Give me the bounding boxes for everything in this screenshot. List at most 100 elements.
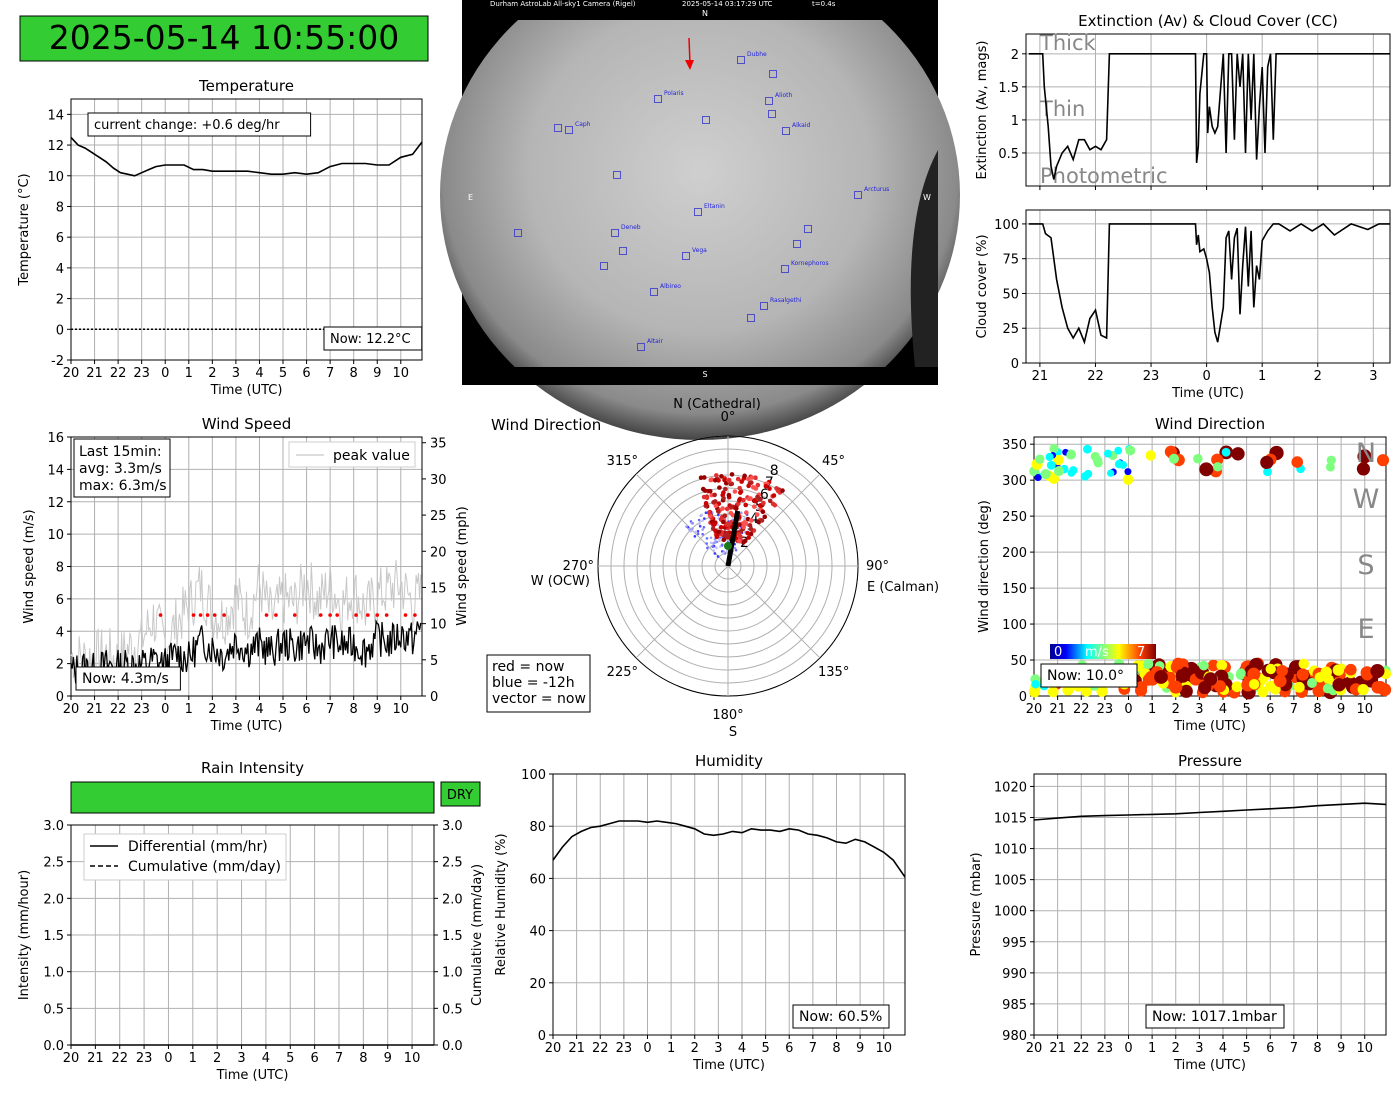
wind-now-label: Now: 4.3m/s: [82, 671, 169, 687]
wind-point: [748, 518, 754, 523]
wind-point: [709, 536, 713, 540]
wind-point: [704, 511, 708, 515]
y-tick-label: 0: [56, 323, 64, 338]
wind-point: [762, 514, 768, 520]
y-axis-label: Wind speed (m/s): [22, 509, 37, 623]
star-marker: [619, 247, 627, 255]
wind-point: [746, 476, 751, 482]
x-tick-label: 8: [832, 1041, 840, 1056]
allsky-cardinal-w: W: [923, 193, 931, 202]
wind-dir-point: [1263, 467, 1272, 477]
wind-point: [742, 473, 747, 479]
wind-point: [759, 518, 765, 523]
wind-dir-point: [1046, 460, 1056, 470]
wind-dir-point: [1193, 453, 1203, 464]
x-tick-label: 0: [643, 1041, 651, 1056]
wind-point: [714, 534, 720, 540]
star-marker: [804, 225, 812, 233]
wind-point: [711, 500, 716, 505]
y-axis-label: Extinction (Av, mags): [975, 41, 990, 180]
x-tick-label: 10: [393, 702, 410, 717]
star-markers: Dubhe Polaris Alioth Alkaid Caph Arcturus Elta…: [514, 51, 889, 351]
wind-dir-point: [1080, 472, 1090, 481]
x-axis-label: Time (UTC): [1171, 386, 1244, 401]
wind-dir-point: [1179, 684, 1193, 698]
gust-marker: [205, 613, 210, 617]
x-tick-label: 1: [1148, 702, 1156, 717]
wind-dir-point: [1145, 450, 1156, 461]
colorbar-max: 7: [1137, 645, 1145, 660]
wind-stats-box: [73, 438, 171, 498]
winddir_time-panel: 20 21 22 23 0 1 2 3 4 5 6 7 8 9 1005010015020025030035…: [977, 415, 1392, 734]
y-right-tick-label: 20: [430, 545, 447, 560]
x-tick-label: 2: [1314, 369, 1322, 384]
x-tick-label: 6: [302, 366, 310, 381]
wind-point: [702, 517, 706, 520]
wind-point: [712, 521, 717, 527]
y-axis-label: Pressure (mbar): [969, 852, 984, 956]
plot-frame: [552, 773, 906, 1036]
y-tick-label: 0.5: [43, 1002, 64, 1017]
angle-label: 0°: [721, 410, 736, 425]
y-right-tick-label: 5: [430, 654, 438, 669]
wind-point: [721, 537, 727, 543]
wind-point: [729, 472, 735, 477]
wind-dir-point: [1040, 468, 1051, 480]
x-tick-label: 2: [1172, 1041, 1180, 1056]
y-right-tick-label: 0: [430, 690, 438, 705]
y-tick-label: 6: [56, 593, 64, 608]
star-label: Alioth: [775, 92, 792, 99]
wind-point: [716, 529, 722, 535]
wind-peak-line: [70, 560, 422, 683]
y-tick-label: 1.5: [43, 929, 64, 944]
y-tick-label: 75: [1002, 253, 1019, 268]
y-right-tick-label: 1.5: [442, 929, 463, 944]
wind-point: [721, 495, 726, 501]
wind-point: [690, 521, 694, 525]
gust-marker: [274, 613, 278, 617]
wind-point: [767, 498, 773, 504]
wind-point: [754, 512, 760, 517]
wind-dir-point: [1257, 686, 1269, 698]
north-arrow: [688, 37, 691, 65]
wind-point: [744, 510, 749, 515]
x-tick-label: 20: [63, 366, 80, 381]
datetime-box: [19, 15, 429, 62]
star-marker: [565, 126, 573, 134]
plot-frame: [1033, 773, 1387, 1036]
rain-panel: 20 21 22 23 0 1 2 3 4 5 6 7 8 9 100.00.51.01.52.02.53.…: [17, 759, 485, 1083]
polar-legend-box: [486, 654, 591, 713]
x-tick-label: 6: [1266, 1041, 1274, 1056]
allsky-cardinal-n: N: [702, 9, 708, 18]
wind-dir-point: [1231, 681, 1243, 693]
wind-point: [719, 474, 724, 479]
y-right-tick-label: 1.0: [442, 966, 463, 981]
wind-point: [712, 477, 718, 483]
wind-dir-point: [1213, 462, 1223, 472]
y-right-tick-label: 15: [430, 581, 447, 596]
x-tick-label: 22: [1087, 369, 1104, 384]
wind-dir-point: [1326, 455, 1336, 465]
x-axis-label: Time (UTC): [1173, 1058, 1246, 1073]
wind-dir-point: [1247, 667, 1261, 681]
wind-dir-point: [1320, 666, 1332, 678]
wind-dir-point: [1096, 685, 1108, 697]
y-tick-label: 300: [1002, 474, 1027, 489]
wind-point: [721, 519, 726, 525]
x-tick-label: 22: [1073, 1041, 1090, 1056]
x-tick-label: 1: [189, 1051, 197, 1066]
wind-dir-point: [1080, 685, 1093, 697]
star-marker: [654, 95, 662, 103]
y-tick-label: 985: [1002, 998, 1027, 1013]
y-tick-label: 6: [56, 231, 64, 246]
wind-point: [700, 513, 704, 517]
wind-dir-point: [1291, 456, 1304, 468]
x-tick-label: 21: [1032, 369, 1049, 384]
y-tick-label: 1015: [994, 812, 1027, 827]
wind-point: [717, 538, 721, 541]
wind-dir-point: [1122, 474, 1134, 485]
wind-point: [761, 500, 766, 506]
angle-label: 180°: [712, 708, 743, 723]
